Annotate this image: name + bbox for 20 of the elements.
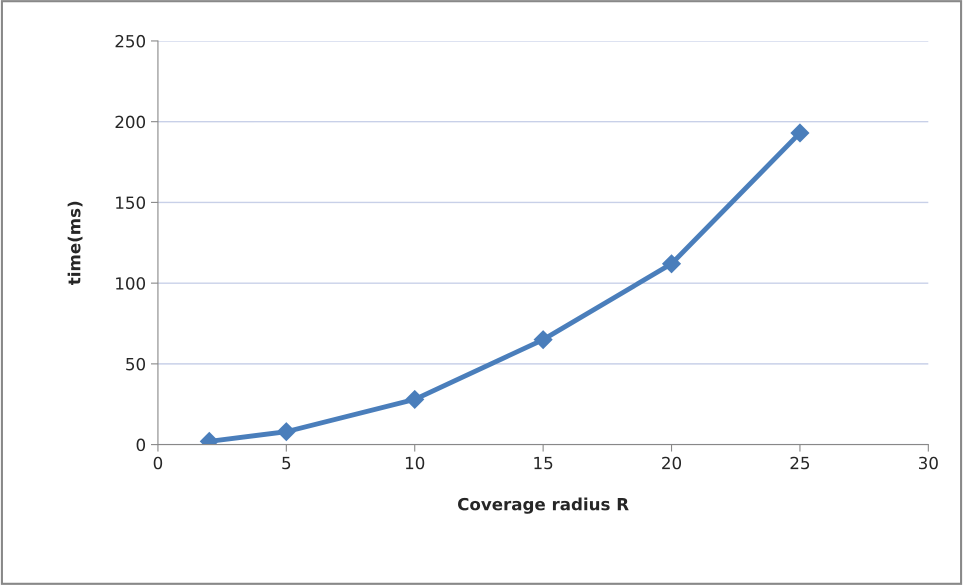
y-tick-label: 200: [116, 116, 146, 128]
point: [790, 124, 810, 142]
x-tick-label: 15: [534, 456, 552, 470]
x-tick-label: 10: [406, 456, 424, 470]
point: [405, 390, 424, 409]
y-tick-label: 100: [116, 277, 146, 290]
point: [534, 330, 552, 350]
y-tick-label: 0: [136, 438, 146, 452]
x-axis-title: Coverage radius R: [458, 498, 629, 514]
x-tick-label: 25: [790, 456, 810, 470]
x-tick-label: 20: [662, 456, 682, 470]
x-tick-label: 0: [154, 456, 162, 470]
point: [662, 254, 681, 274]
x-tick-label: 30: [919, 456, 938, 470]
y-tick-label: 150: [116, 196, 146, 209]
y-tick-label: 250: [116, 34, 146, 48]
x-tick-label: 5: [282, 456, 290, 470]
y-axis-title: time(ms): [68, 202, 82, 285]
point: [276, 422, 296, 442]
y-tick-label: 50: [126, 358, 146, 370]
